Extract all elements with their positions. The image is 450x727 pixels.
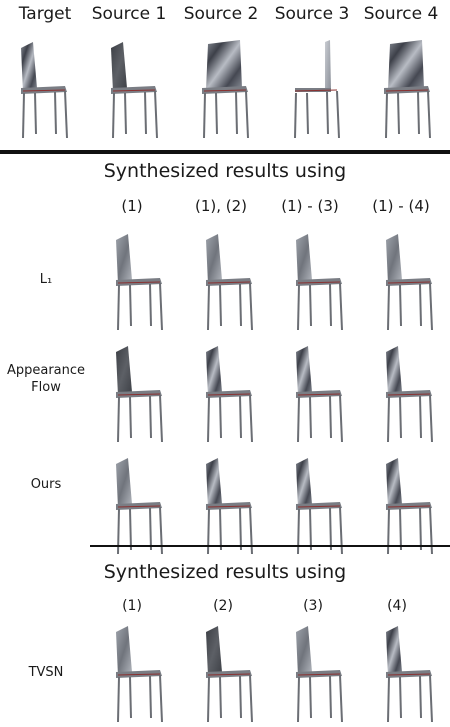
section2-col-3: (3) <box>303 598 323 614</box>
chair-image-l1-1 <box>110 228 168 332</box>
chair-image-ours-2 <box>200 452 258 556</box>
section2-col-2: (2) <box>213 598 233 614</box>
header-source-3: Source 3 <box>274 4 350 24</box>
chair-image-af-2 <box>200 340 258 444</box>
chair-image-source-1 <box>105 36 163 140</box>
header-target: Target <box>18 4 72 24</box>
chair-image-af-3 <box>290 340 348 444</box>
header-source-2: Source 2 <box>183 4 259 24</box>
section-divider-thin <box>90 545 450 547</box>
row-label-appearance-flow: Appearance Flow <box>6 363 86 395</box>
chair-image-l1-2 <box>200 228 258 332</box>
chair-image-source-2 <box>196 36 254 140</box>
chair-image-tvsn-2 <box>200 620 258 724</box>
chair-image-af-1 <box>110 340 168 444</box>
section1-col-4: (1) - (4) <box>372 197 430 215</box>
header-source-4: Source 4 <box>363 4 439 24</box>
chair-image-l1-3 <box>290 228 348 332</box>
chair-image-target <box>15 36 73 140</box>
chair-image-l1-4 <box>380 228 438 332</box>
row-label-l1: L₁ <box>39 272 53 287</box>
section1-col-1: (1) <box>121 197 143 215</box>
chair-image-source-4 <box>378 36 436 140</box>
row-label-ours: Ours <box>30 477 62 492</box>
section1-col-3: (1) - (3) <box>281 197 339 215</box>
section2-col-1: (1) <box>122 598 142 614</box>
chair-image-ours-3 <box>290 452 348 556</box>
chair-image-tvsn-1 <box>110 620 168 724</box>
section2-col-4: (4) <box>387 598 407 614</box>
section-divider-thick <box>0 150 450 154</box>
section1-title: Synthesized results using <box>103 160 347 182</box>
section2-title: Synthesized results using <box>103 561 347 583</box>
row-label-tvsn: TVSN <box>28 665 64 680</box>
chair-image-source-3 <box>287 36 345 140</box>
chair-image-ours-4 <box>380 452 438 556</box>
chair-image-tvsn-4 <box>380 620 438 724</box>
chair-image-af-4 <box>380 340 438 444</box>
header-source-1: Source 1 <box>91 4 167 24</box>
chair-image-ours-1 <box>110 452 168 556</box>
chair-image-tvsn-3 <box>290 620 348 724</box>
section1-col-2: (1), (2) <box>194 197 248 215</box>
